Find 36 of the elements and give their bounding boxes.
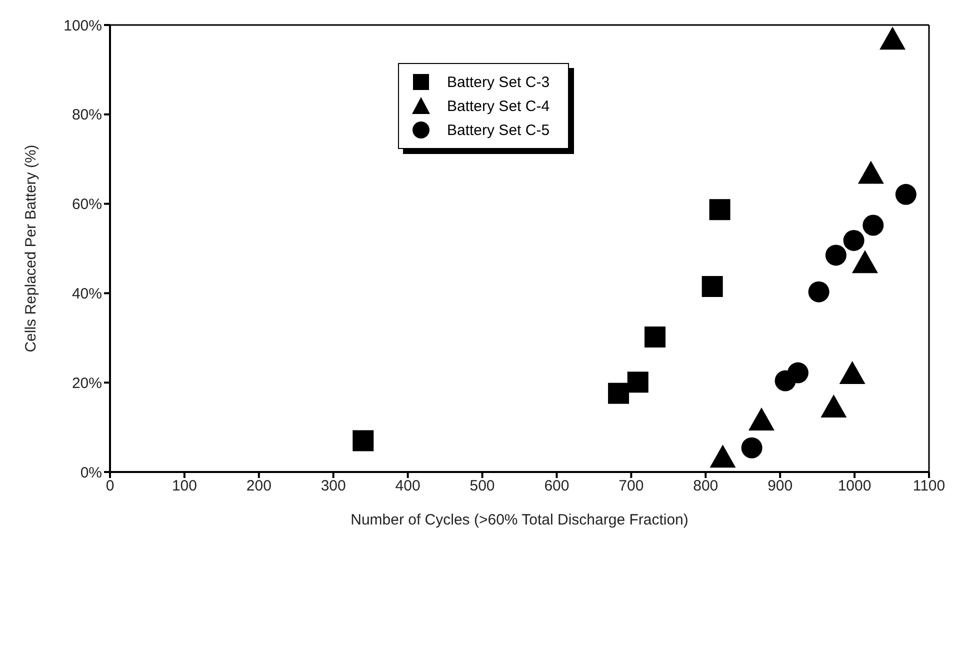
point bbox=[644, 326, 666, 348]
point bbox=[843, 230, 864, 251]
point bbox=[702, 276, 723, 297]
x-tick-label: 100 bbox=[172, 478, 197, 495]
point bbox=[709, 199, 730, 220]
x-tick-label: 500 bbox=[470, 478, 495, 495]
point bbox=[608, 382, 630, 404]
x-tick-label: 1000 bbox=[838, 478, 872, 495]
x-tick-label: 200 bbox=[246, 478, 272, 495]
x-tick-label: 600 bbox=[544, 478, 570, 495]
legend-label: Battery Set C-3 bbox=[447, 74, 550, 90]
y-tick-label: 80% bbox=[72, 106, 102, 124]
y-tick-label: 20% bbox=[72, 374, 102, 392]
x-tick-label: 0 bbox=[106, 478, 114, 495]
y-tick-label: 100% bbox=[64, 17, 102, 34]
point bbox=[352, 430, 374, 452]
x-tick-label: 1100 bbox=[912, 478, 946, 495]
point bbox=[741, 437, 762, 458]
x-tick-label: 300 bbox=[320, 478, 346, 495]
y-tick-label: 60% bbox=[72, 196, 102, 214]
legend-label: Battery Set C-4 bbox=[447, 98, 550, 114]
point bbox=[627, 372, 648, 393]
x-tick-label: 800 bbox=[693, 478, 718, 495]
x-axis-title: Number of Cycles (>60% Total Discharge Fraction) bbox=[350, 512, 688, 529]
legend-label: Battery Set C-5 bbox=[447, 122, 550, 138]
point bbox=[862, 214, 884, 236]
point bbox=[825, 244, 846, 266]
x-tick-label: 900 bbox=[768, 478, 793, 495]
x-tick-label: 700 bbox=[618, 478, 644, 495]
point bbox=[808, 281, 830, 302]
y-tick-label: 0% bbox=[80, 464, 102, 482]
x-tick-label: 400 bbox=[395, 478, 420, 495]
y-tick-label: 40% bbox=[72, 286, 102, 303]
point bbox=[895, 184, 916, 205]
y-axis-title: Cells Replaced Per Battery (%) bbox=[22, 144, 40, 352]
point bbox=[787, 362, 808, 384]
